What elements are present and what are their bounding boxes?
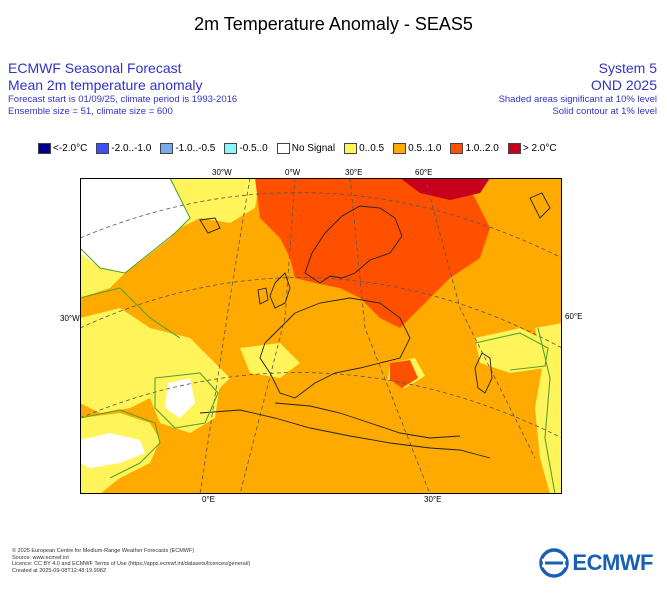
page-title: 2m Temperature Anomaly - SEAS5 bbox=[194, 14, 473, 34]
legend-item: <-2.0°C bbox=[38, 143, 87, 154]
graticule-parallel-70n bbox=[80, 192, 562, 259]
legend-item: > 2.0°C bbox=[507, 143, 557, 154]
legend-swatch bbox=[38, 143, 51, 154]
grid-label-top-30e: 30°E bbox=[345, 168, 363, 177]
map-frame bbox=[80, 178, 562, 494]
legend-label: 1.0..2.0 bbox=[465, 143, 499, 154]
graticule-parallel-30n bbox=[80, 372, 562, 439]
significance-contour-mid-atlantic bbox=[80, 287, 181, 339]
header-season: OND 2025 bbox=[590, 77, 657, 93]
legend-item: 1.0..2.0 bbox=[450, 143, 499, 154]
legend-swatch bbox=[276, 143, 290, 154]
header-left: ECMWF Seasonal Forecast Mean 2m temperat… bbox=[8, 60, 237, 118]
coastline-novaya-zemlya bbox=[529, 192, 551, 219]
ecmwf-logo-icon bbox=[539, 548, 570, 578]
legend-label: -0.5..0 bbox=[239, 143, 268, 154]
significance-contour-canaries bbox=[154, 372, 219, 429]
no-signal-area-iceland bbox=[92, 200, 118, 223]
no-signal-area-atlantic-small bbox=[165, 378, 195, 418]
legend-label: -2.0..-1.0 bbox=[111, 143, 152, 154]
header-right: System 5 OND 2025 Shaded areas significa… bbox=[499, 60, 657, 118]
footer-licence: Licence: CC BY 4.0 and ECMWF Terms of Us… bbox=[12, 561, 251, 568]
footer-created: Created at 2025-09-08T12:48:19.998Z bbox=[12, 567, 107, 574]
legend-label: 0.5..1.0 bbox=[408, 143, 442, 154]
grid-label-top-60e: 60°E bbox=[415, 168, 433, 177]
anomaly-area-iberia-yellow bbox=[240, 343, 300, 378]
coastline-iceland bbox=[199, 217, 221, 234]
grid-label-top-0: 0°W bbox=[285, 168, 301, 177]
legend-item: -1.0..-0.5 bbox=[160, 143, 215, 154]
map-canvas bbox=[80, 178, 562, 494]
grid-label-bottom-0: 0°E bbox=[202, 495, 215, 504]
coastline-mainland-europe bbox=[259, 297, 411, 399]
legend-swatch bbox=[344, 143, 358, 154]
header-product: ECMWF Seasonal Forecast bbox=[8, 60, 182, 76]
header-system: System 5 bbox=[598, 60, 657, 76]
significance-contour-caspian bbox=[474, 332, 549, 371]
legend-item: 0.5..1.0 bbox=[393, 143, 441, 154]
footer-copyright: © 2025 European Centre for Medium-Range … bbox=[12, 548, 195, 554]
grid-label-top-30w: 30°W bbox=[212, 168, 232, 177]
header-variable: Mean 2m temperature anomaly bbox=[8, 77, 203, 93]
legend-item: -0.5..0 bbox=[224, 143, 268, 154]
legend-swatch bbox=[507, 143, 521, 154]
legend-label: > 2.0°C bbox=[522, 143, 557, 154]
coastline-scandinavia bbox=[304, 205, 403, 284]
significance-contour-southwest bbox=[80, 409, 161, 479]
coastline-ireland bbox=[257, 287, 269, 305]
footer-source: Source: www.ecmwf.int bbox=[12, 554, 69, 561]
legend-swatch bbox=[224, 143, 238, 154]
anomaly-area-black-sea bbox=[390, 360, 418, 388]
legend-item: 0..0.5 bbox=[344, 143, 384, 154]
anomaly-area-arctic bbox=[400, 178, 490, 200]
graticule-meridian-30w bbox=[199, 178, 251, 494]
grid-label-bottom-30e: 30°E bbox=[424, 495, 442, 504]
legend-swatch bbox=[96, 143, 110, 154]
grid-label-right-60e: 60°E bbox=[565, 312, 583, 321]
legend-swatch bbox=[160, 143, 174, 154]
header-ensemble-size: Ensemble size = 51, climate size = 600 bbox=[8, 106, 173, 117]
graticule-meridian-60e bbox=[424, 178, 536, 459]
footer-credits: © 2025 European Centre for Medium-Range … bbox=[12, 548, 250, 574]
graticule-meridian-0 bbox=[239, 178, 296, 494]
header-significance: Shaded areas significant at 10% level bbox=[498, 94, 657, 105]
anomaly-area-northern-europe bbox=[255, 178, 490, 328]
coastline-mediterranean bbox=[274, 402, 461, 439]
header-forecast-start: Forecast start is 01/09/25, climate peri… bbox=[8, 94, 238, 105]
legend-label: 0..0.5 bbox=[359, 143, 385, 154]
grid-label-left-30w: 30°W bbox=[60, 314, 80, 323]
legend-swatch bbox=[450, 143, 464, 154]
header-contour: Solid contour at 1% level bbox=[552, 106, 657, 117]
ecmwf-logo-text: ECMWF bbox=[572, 550, 653, 575]
anomaly-map bbox=[80, 178, 562, 494]
coastline-caspian bbox=[474, 352, 493, 394]
graticule-meridian-30e bbox=[349, 178, 431, 494]
ecmwf-logo: ECMWF bbox=[539, 548, 653, 578]
no-signal-area-southwest bbox=[80, 433, 145, 468]
color-legend: <-2.0°C -2.0..-1.0 -1.0..-0.5 -0.5..0 No Sig… bbox=[38, 143, 566, 154]
coastline-british-isles bbox=[269, 272, 291, 309]
coastline-north-africa bbox=[199, 409, 491, 459]
legend-item: -2.0..-1.0 bbox=[96, 143, 151, 154]
legend-label: <-2.0°C bbox=[53, 143, 88, 154]
significance-contour-east bbox=[537, 327, 556, 494]
legend-label: -1.0..-0.5 bbox=[175, 143, 216, 154]
legend-swatch bbox=[393, 143, 407, 154]
legend-label: No Signal bbox=[291, 143, 336, 154]
legend-item: No Signal bbox=[276, 143, 336, 154]
anomaly-area-atlantic-mid-yellow bbox=[80, 308, 230, 413]
significance-contour-atlantic bbox=[80, 178, 191, 274]
graticule-parallel-50n bbox=[80, 277, 562, 349]
